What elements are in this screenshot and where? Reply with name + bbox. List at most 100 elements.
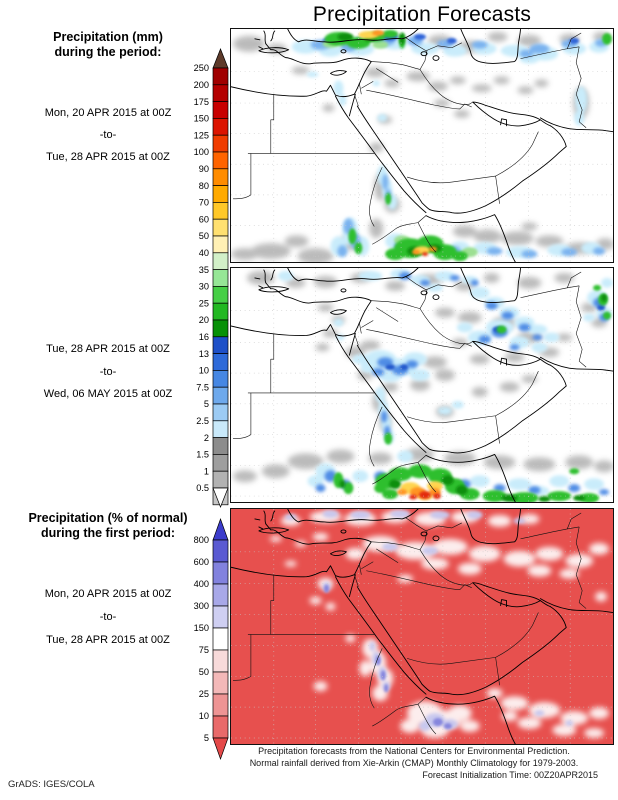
period2-separator: -to- <box>99 366 117 378</box>
colorbar-tick-label: 1.5 <box>196 450 209 460</box>
colorbar-tick-label: 150 <box>194 114 209 124</box>
colorbar-tick-label: 300 <box>194 601 209 611</box>
period2-to: Wed, 06 MAY 2015 at 00Z <box>43 388 173 400</box>
colorbar-segment <box>212 319 229 338</box>
colorbar-tick-label: 20 <box>199 315 209 325</box>
colorbar-segment <box>212 386 229 405</box>
colorbar-segment <box>212 353 229 371</box>
colorbar-tick-label: 5 <box>204 733 209 743</box>
colorbar-tick-label: 50 <box>199 231 209 241</box>
colorbar-tick-label: 600 <box>194 557 209 567</box>
colorbar-segment <box>212 420 229 438</box>
colorbar-tick-label: 400 <box>194 579 209 589</box>
precip-blob-layer <box>324 584 452 730</box>
precip-blob-layer <box>422 252 428 257</box>
precip-blob-layer <box>291 37 610 259</box>
colorbar-tick-label: 250 <box>194 63 209 73</box>
precip-blob-layer <box>333 284 612 502</box>
colorbar-segment <box>212 252 229 270</box>
colorbar-segment <box>212 286 229 304</box>
colorbar-segment <box>212 185 229 203</box>
colorbar-segment <box>212 168 229 186</box>
colorbar-segment <box>212 403 229 422</box>
colorbar-segment <box>212 336 229 354</box>
geography-overlay <box>231 29 613 262</box>
colorbar-tick-label: 175 <box>194 97 209 107</box>
colorbar-tick-label: 70 <box>199 198 209 208</box>
period1-separator: -to- <box>99 129 117 141</box>
precip-blob-layer <box>409 491 441 500</box>
colorbar-segment <box>212 269 229 287</box>
colorbar-segment <box>212 454 229 472</box>
colorbar-tick-label: 7.5 <box>196 382 209 392</box>
pct-heading-line2: during the first period: <box>40 526 176 540</box>
colorbar-segment <box>212 202 229 220</box>
colorbar-segment <box>212 370 229 388</box>
colorbar-segment <box>212 539 229 563</box>
colorbar-segment <box>212 151 229 170</box>
period3-to: Tue, 28 APR 2015 at 00Z <box>46 634 170 646</box>
colorbar-tick-label: 200 <box>194 80 209 90</box>
colorbar-segment <box>212 134 229 153</box>
mm-heading: Precipitation (mm) during the period: <box>8 30 208 60</box>
colorbar-segment <box>212 605 229 629</box>
colorbar-tick-label: 50 <box>199 667 209 677</box>
footer-line3: Forecast Initialization Time: 00Z20APR20… <box>422 770 598 780</box>
precip-blob-layer <box>372 29 437 255</box>
colorbar-tick-label: 10 <box>199 366 209 376</box>
colorbar-tick-label: 35 <box>199 265 209 275</box>
colorbar-tick-label: 75 <box>199 645 209 655</box>
period2-from: Tue, 28 APR 2015 at 00Z <box>46 343 170 355</box>
colorbar-tick-label: 2 <box>204 433 209 443</box>
precip-blob-layer <box>339 293 608 502</box>
grads-credit: GrADS: IGES/COLA <box>8 779 95 790</box>
colorbar-segment <box>212 649 229 673</box>
mm-heading-line1: Precipitation (mm) <box>53 30 163 44</box>
colorbar-segment <box>212 302 229 321</box>
colorbar-segment <box>212 67 229 86</box>
map-mm-period1 <box>231 29 613 262</box>
colorbar-tick-label: 16 <box>199 332 209 342</box>
colorbar-segment <box>212 470 229 489</box>
colorbar-segment <box>212 627 229 651</box>
pct-heading-line1: Precipitation (% of normal) <box>28 511 188 525</box>
colorbar-segment <box>212 583 229 607</box>
colorbar-tick-label: 90 <box>199 164 209 174</box>
footer-notes: Precipitation forecasts from the Nationa… <box>230 745 598 781</box>
colorbar-tick-label: 125 <box>194 130 209 140</box>
colorbar-segment <box>212 437 229 455</box>
colorbar-arrow-top <box>212 48 229 69</box>
period3-from: Mon, 20 APR 2015 at 00Z <box>44 588 172 600</box>
colorbar-tick-label: 800 <box>194 535 209 545</box>
colorbar-segment <box>212 218 229 237</box>
colorbar-arrow-bottom <box>212 487 229 508</box>
colorbar-tick-label: 13 <box>199 349 209 359</box>
period1-from: Mon, 20 APR 2015 at 00Z <box>44 107 172 119</box>
colorbar-tick-label: 2.5 <box>196 416 209 426</box>
colorbar-tick-label: 60 <box>199 214 209 224</box>
colorbar-tick-label: 25 <box>199 298 209 308</box>
footer-line2: Normal rainfall derived from Xie-Arkin (… <box>249 758 579 768</box>
colorbar-percent: 800 600 400 300 150 75 50 25 10 5 <box>194 517 229 761</box>
colorbar-tick-label: 30 <box>199 282 209 292</box>
map-panel-percent-normal <box>230 508 614 745</box>
footer-line1: Precipitation forecasts from the Nationa… <box>258 746 570 756</box>
colorbar-arrow-top <box>212 517 229 541</box>
map-panel-mm-period1 <box>230 28 614 263</box>
precip-blob-layer <box>277 268 613 497</box>
map-panel-mm-period2 <box>230 267 614 503</box>
colorbar-tick-label: 5 <box>204 399 209 409</box>
colorbar-segment <box>212 693 229 717</box>
colorbar-segment <box>212 715 229 739</box>
colorbar-tick-label: 25 <box>199 689 209 699</box>
colorbar-segment <box>212 84 229 102</box>
colorbar-segment <box>212 101 229 119</box>
colorbar-segment <box>212 118 229 136</box>
pct-heading: Precipitation (% of normal) during the f… <box>8 511 208 541</box>
colorbar-arrow-bottom <box>212 737 229 761</box>
colorbar-tick-label: 80 <box>199 181 209 191</box>
period3-separator: -to- <box>99 611 117 623</box>
colorbar-tick-label: 150 <box>194 623 209 633</box>
colorbar-segment <box>212 235 229 254</box>
